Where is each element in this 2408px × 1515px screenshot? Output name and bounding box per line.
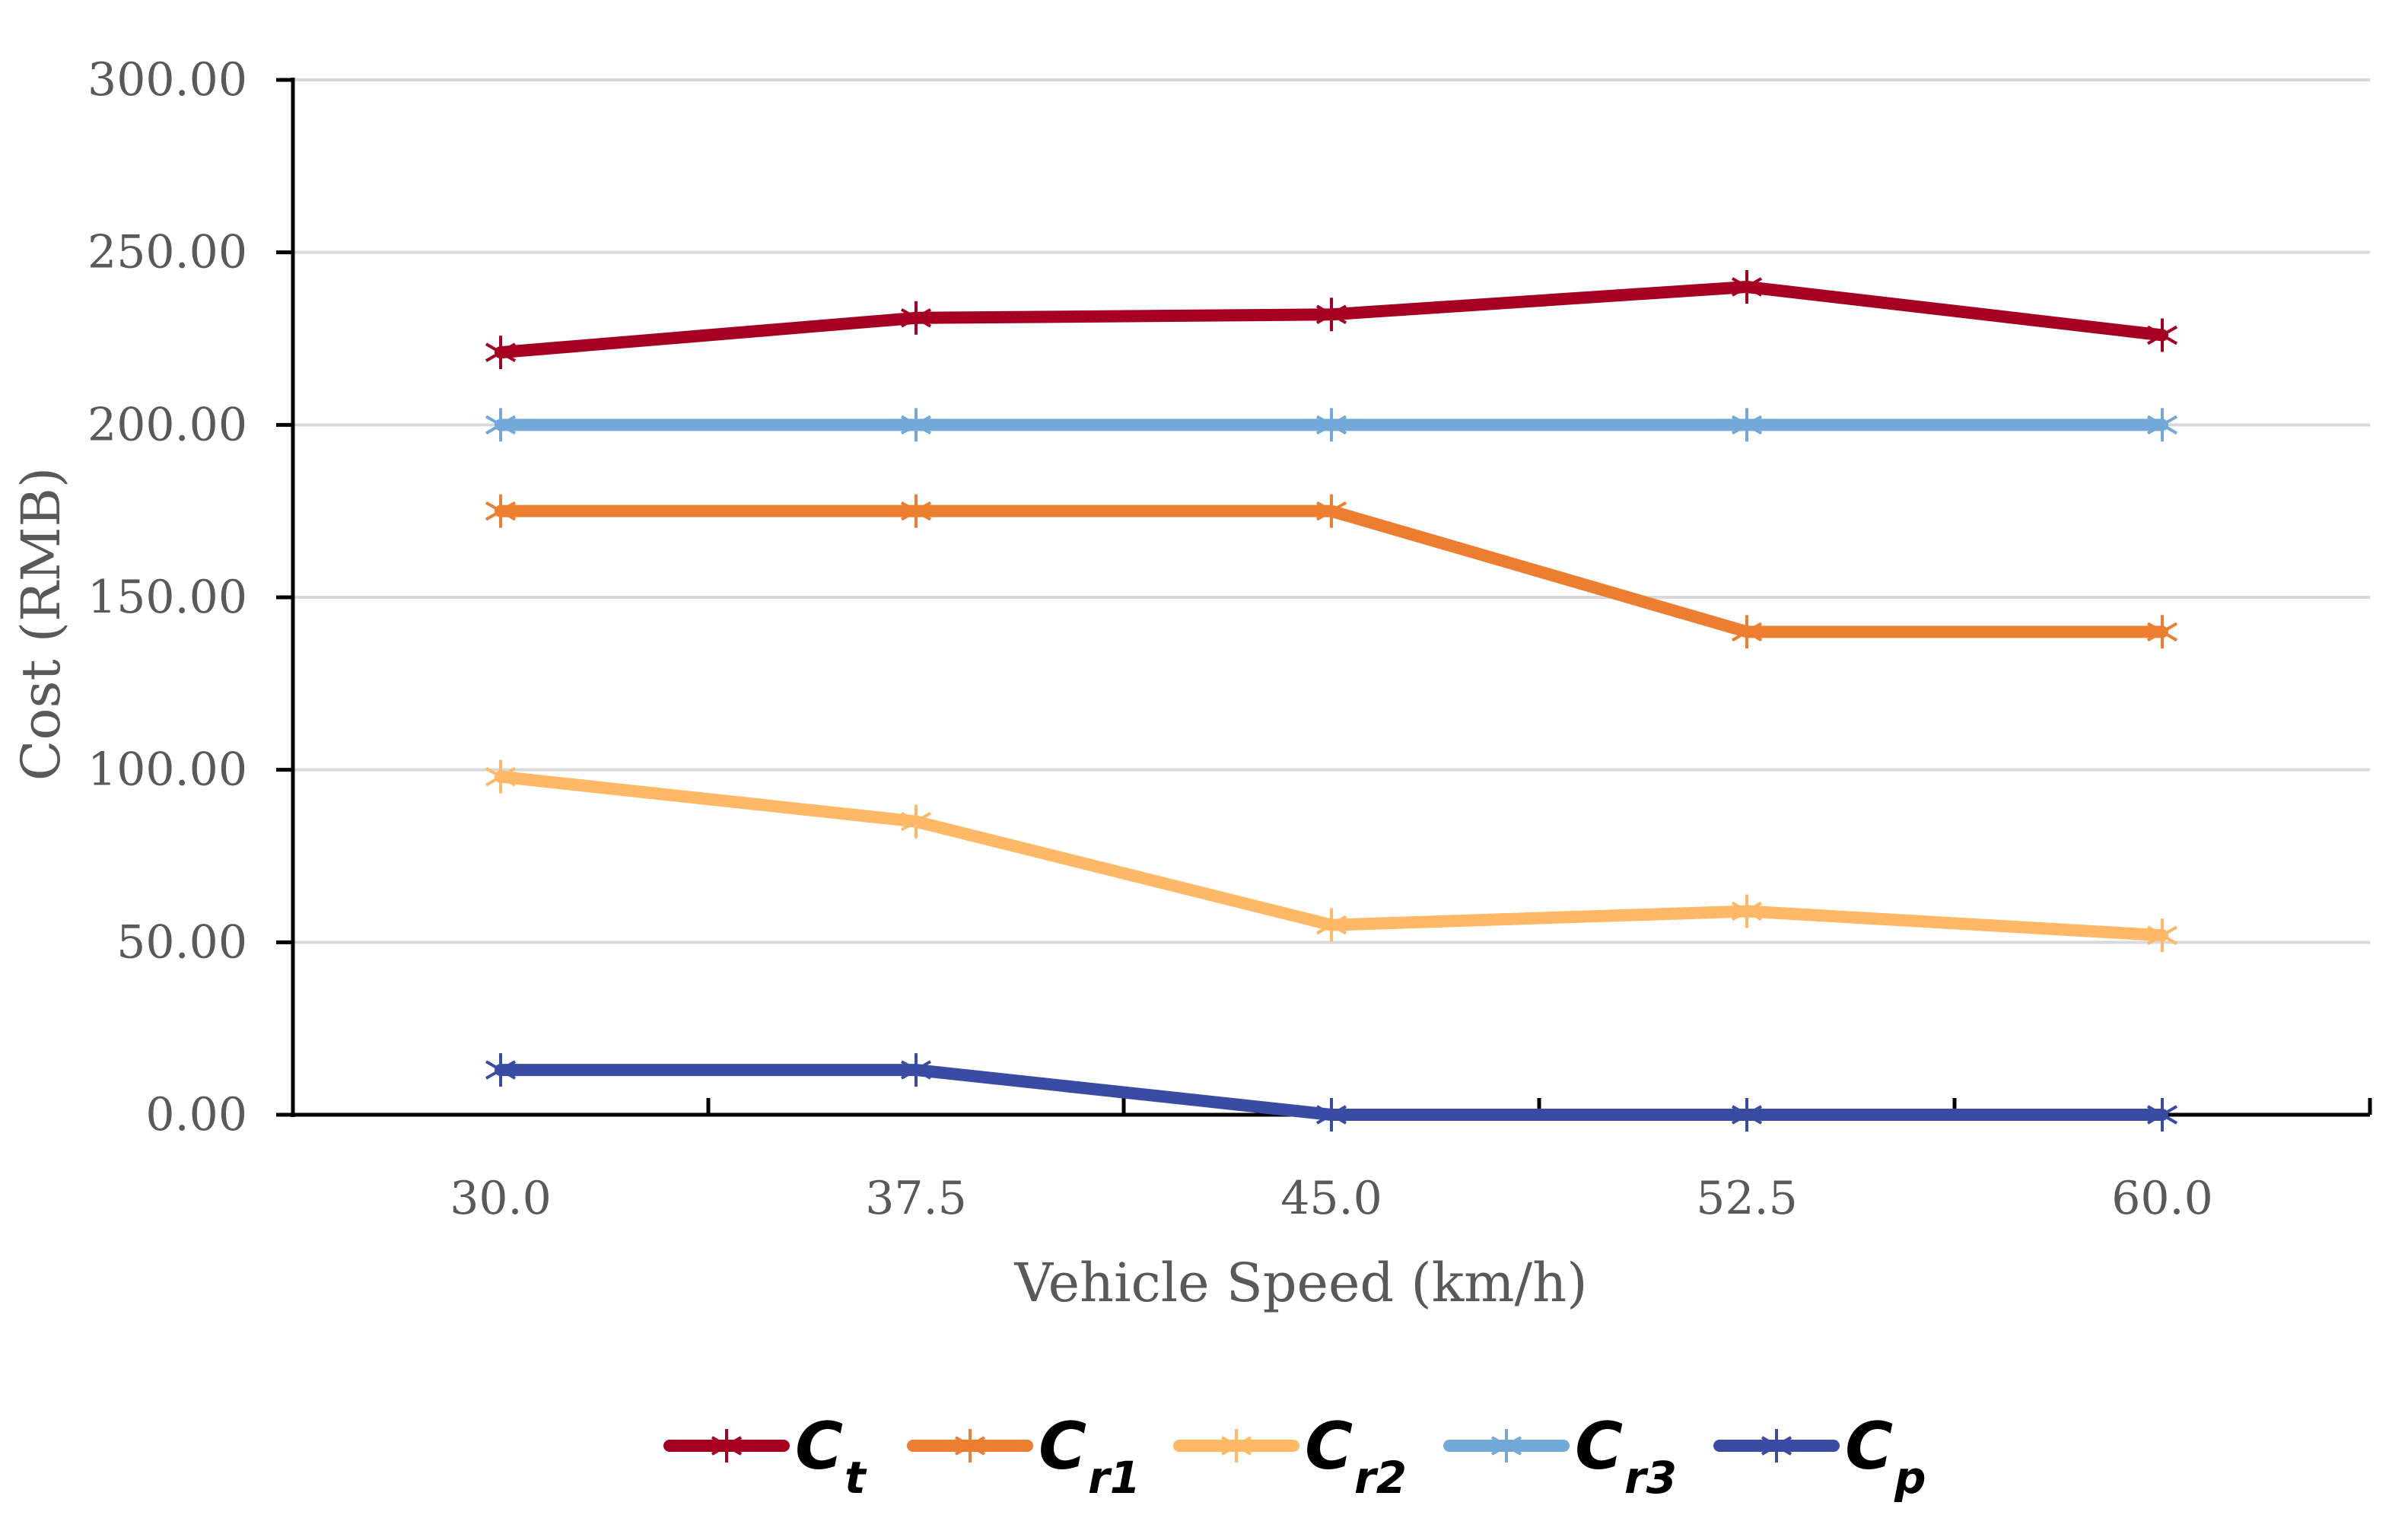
data-point (2146, 1098, 2178, 1131)
data-point (1315, 494, 1347, 528)
x-tick-label: 52.5 (1696, 1172, 1798, 1225)
data-point (2146, 408, 2178, 442)
data-point (1315, 1098, 1347, 1131)
axis-labels: Vehicle Speed (km/h) Cost (RMB) (10, 467, 1588, 1314)
legend-label: C (795, 1408, 843, 1485)
legend-subscript: r1 (1088, 1452, 1140, 1504)
data-point (900, 1053, 932, 1087)
data-point (1731, 408, 1763, 442)
series-cp (485, 1053, 2178, 1131)
legend-label: C (1305, 1408, 1353, 1485)
data-point (1731, 270, 1763, 304)
legend-marker (1220, 1429, 1252, 1462)
legend-marker (954, 1429, 986, 1462)
x-tick-label: 60.0 (2111, 1172, 2213, 1225)
series-cr2 (485, 759, 2178, 953)
data-point (2146, 318, 2178, 352)
y-tick-label: 250.00 (87, 226, 247, 279)
data-point (485, 408, 517, 442)
series-ct (485, 270, 2178, 370)
y-tick-label: 50.00 (116, 915, 247, 969)
data-point (1315, 408, 1347, 442)
data-point (900, 301, 932, 335)
data-point (1315, 298, 1347, 332)
y-tick-label: 150.00 (87, 571, 247, 624)
x-tick-label: 30.0 (450, 1172, 552, 1225)
data-point (1731, 615, 1763, 649)
series-lines (485, 270, 2178, 1131)
legend-marker (1490, 1429, 1522, 1462)
legend-marker (711, 1429, 743, 1462)
data-point (485, 1053, 517, 1087)
data-point (1731, 1098, 1763, 1131)
data-point (485, 494, 517, 528)
x-tick-label: 37.5 (865, 1172, 967, 1225)
legend-label: C (1845, 1408, 1893, 1485)
data-point (900, 494, 932, 528)
legend-label: C (1039, 1408, 1086, 1485)
legend-subscript: t (845, 1452, 867, 1504)
legend-subscript: r3 (1624, 1452, 1677, 1504)
data-point (1731, 894, 1763, 928)
y-axis-title: Cost (RMB) (10, 467, 72, 781)
legend-marker (1761, 1429, 1792, 1462)
y-tick-label: 100.00 (87, 743, 247, 797)
series-cr1 (485, 494, 2178, 649)
series-cr3 (485, 408, 2178, 442)
x-axis-title: Vehicle Speed (km/h) (1013, 1252, 1587, 1314)
data-point (2146, 918, 2178, 953)
legend-subscript: r2 (1354, 1452, 1407, 1504)
x-tick-label: 45.0 (1280, 1172, 1382, 1225)
data-point (485, 336, 517, 370)
legend-label: C (1575, 1408, 1623, 1485)
data-point (900, 408, 932, 442)
series-line (495, 504, 2168, 638)
y-tick-label: 300.00 (87, 53, 247, 107)
y-tick-label: 0.00 (145, 1088, 247, 1141)
data-point (2146, 615, 2178, 649)
axes: 0.00 50.00 100.00 150.00 200.00 250.00 300.00 3… (87, 53, 2372, 1225)
data-point (900, 804, 932, 839)
legend-subscript: p (1894, 1452, 1926, 1504)
data-point (485, 759, 517, 794)
data-point (1315, 908, 1347, 942)
y-tick-label: 200.00 (87, 398, 247, 451)
